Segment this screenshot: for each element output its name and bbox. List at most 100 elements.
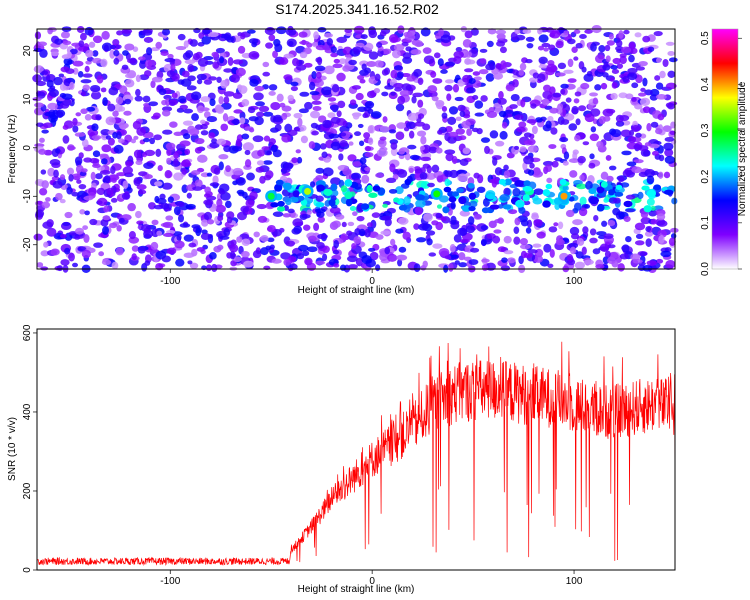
heatmap-cell [505,84,515,92]
heatmap-cell [203,79,213,85]
heatmap-cell [634,103,643,110]
heatmap-cell [153,204,164,210]
heatmap-cell [405,46,412,52]
heatmap-cell [115,44,122,49]
heatmap-cell [495,29,507,35]
heatmap-cell [132,120,142,130]
heatmap-cell [560,119,570,125]
heatmap-cell [374,60,384,68]
heatmap-cell [464,68,474,73]
heatmap-cell [119,85,128,94]
heatmap-cell [44,111,56,117]
heatmap-cell [481,258,490,263]
heatmap-cell [139,60,147,69]
heatmap-cell [361,255,372,264]
heatmap-cell [105,135,112,140]
heatmap-cell [138,171,148,177]
heatmap-cell [637,92,647,97]
heatmap-cell [552,92,562,98]
heatmap-cell [413,223,420,230]
heatmap-cell [576,238,585,246]
heatmap-cell [124,79,135,88]
heatmap-cell [121,192,131,200]
heatmap-cell [351,242,357,250]
heatmap-cell [324,65,335,75]
heatmap-cell [336,36,348,44]
heatmap-cell [41,201,51,209]
heatmap-cell [122,50,129,56]
heatmap-cell [444,84,453,92]
heatmap-cell [489,204,500,210]
heatmap-cell [137,56,146,61]
heatmap-cell [588,92,599,97]
heatmap-cell [397,217,409,225]
heatmap-cell [215,106,225,114]
heatmap-cell [143,36,154,43]
heatmap-cell [315,260,326,265]
heatmap-cell [640,87,646,93]
heatmap-cell [489,130,499,139]
heatmap-cell [412,92,424,98]
heatmap-cell [191,113,199,121]
heatmap-cell [288,40,294,47]
heatmap-cell [456,169,468,175]
heatmap-cell [66,186,73,195]
heatmap-cell [332,249,340,255]
heatmap-cell [390,91,396,96]
heatmap-cell [473,213,483,220]
heatmap-cell [379,125,390,133]
heatmap-cell [241,98,250,107]
heatmap-cell [330,52,338,58]
heatmap-cell [107,137,115,146]
heatmap-cell [575,42,583,49]
x-tick-label: 100 [566,576,583,587]
heatmap-cell [297,195,305,201]
heatmap-cell [469,247,480,253]
heatmap-cell [380,215,392,221]
heatmap-cell [124,43,135,51]
heatmap-cell [270,202,279,208]
heatmap-cell [298,31,308,38]
heatmap-cell [645,238,652,247]
heatmap-cell [314,208,326,214]
heatmap-cell [245,199,255,208]
heatmap-cell [416,237,427,243]
heatmap-cell [275,179,284,186]
heatmap-cell [658,171,664,179]
heatmap-cell [370,111,382,119]
heatmap-cell [582,141,590,146]
heatmap-cell [300,199,308,206]
snr-panel: -100 0 100 0 200 400 600 Height of straight l… [7,324,676,595]
heatmap-cell [246,29,256,34]
heatmap-cell [289,196,299,203]
heatmap-cell [619,53,627,58]
heatmap-cell [547,115,554,123]
heatmap-cell [497,246,507,253]
heatmap-cell [162,221,174,228]
heatmap-cell [199,107,210,112]
heatmap-cell [353,131,362,137]
heatmap-cell [295,149,301,154]
heatmap-cell [136,184,147,191]
heatmap-cell [71,173,82,178]
heatmap-cell [509,104,518,109]
heatmap-cell [512,79,519,88]
heatmap-cell [206,116,218,123]
heatmap-cell [510,31,518,41]
heatmap-cell [526,42,534,49]
heatmap-cell [357,123,364,128]
heatmap-cell [448,196,457,203]
heatmap-cell [176,201,185,207]
heatmap-cell [467,216,475,225]
heatmap-cell [389,163,396,173]
heatmap-cell [49,88,60,98]
heatmap-cell [109,222,118,229]
heatmap-cell [329,104,339,111]
heatmap-cell [503,235,512,244]
y-tick-label: 200 [22,482,33,499]
heatmap-cell [208,132,216,139]
heatmap-cell [596,203,605,212]
heatmap-cell [621,46,632,54]
heatmap-cell [296,253,305,260]
heatmap-cell [353,50,360,55]
